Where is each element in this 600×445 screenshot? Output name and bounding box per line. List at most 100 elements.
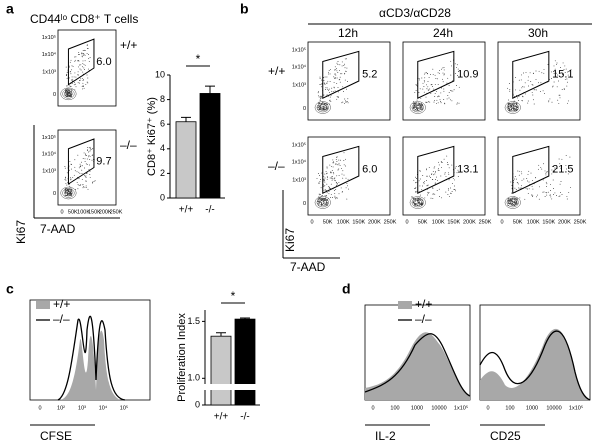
event-dot xyxy=(551,198,553,200)
event-dot xyxy=(329,96,331,98)
event-dot xyxy=(414,205,416,207)
event-dot xyxy=(511,185,513,186)
event-dot xyxy=(441,68,442,70)
event-dot xyxy=(448,85,450,86)
event-dot xyxy=(536,196,537,198)
event-dot xyxy=(422,175,424,176)
event-dot xyxy=(334,196,336,198)
event-dot xyxy=(338,168,340,170)
event-dot xyxy=(440,101,442,102)
event-dot xyxy=(554,167,556,169)
event-dot xyxy=(558,102,560,104)
event-dot xyxy=(70,168,72,170)
event-dot xyxy=(541,168,543,170)
event-dot xyxy=(79,79,81,81)
event-dot xyxy=(427,86,429,88)
event-dot xyxy=(81,53,83,55)
event-dot xyxy=(82,62,84,64)
event-dot xyxy=(532,194,534,196)
event-dot xyxy=(528,181,530,183)
event-dot xyxy=(514,107,516,109)
event-dot xyxy=(78,178,80,179)
event-dot xyxy=(434,166,436,168)
event-dot xyxy=(564,72,566,73)
event-dot xyxy=(69,91,71,93)
event-dot xyxy=(64,167,66,169)
event-dot xyxy=(531,84,533,86)
event-dot xyxy=(564,65,566,67)
event-dot xyxy=(70,193,72,195)
event-dot xyxy=(527,173,529,175)
event-dot xyxy=(344,58,346,60)
genotype-label: –/– xyxy=(120,138,137,152)
event-dot xyxy=(551,169,553,171)
event-dot xyxy=(509,201,511,203)
event-dot xyxy=(322,109,324,111)
event-dot xyxy=(82,60,84,62)
event-dot xyxy=(552,179,554,181)
event-dot xyxy=(430,93,432,95)
event-dot xyxy=(426,168,428,170)
x-axis-label: 7-AAD xyxy=(40,222,76,236)
event-dot xyxy=(437,167,439,169)
event-dot xyxy=(556,76,558,78)
event-dot xyxy=(67,192,68,194)
event-dot xyxy=(324,103,326,105)
event-dot xyxy=(548,100,550,102)
event-dot xyxy=(332,178,334,180)
event-dot xyxy=(412,107,414,109)
x-tick-label: 150K xyxy=(352,219,365,225)
event-dot xyxy=(65,93,67,95)
event-dot xyxy=(324,76,326,78)
event-dot xyxy=(415,190,417,192)
event-dot xyxy=(74,170,76,172)
flow-plot-frame xyxy=(307,41,391,121)
event-dot xyxy=(333,161,334,163)
event-dot xyxy=(515,199,517,201)
event-dot xyxy=(82,50,84,51)
event-dot xyxy=(346,67,348,69)
event-dot xyxy=(559,163,561,165)
event-dot xyxy=(334,190,336,191)
event-dot xyxy=(432,193,434,195)
event-dot xyxy=(89,150,91,152)
contour xyxy=(504,101,521,114)
event-dot xyxy=(332,197,333,198)
event-dot xyxy=(507,201,509,203)
event-dot xyxy=(426,176,428,178)
event-dot xyxy=(541,72,543,74)
event-dot xyxy=(81,56,83,58)
event-dot xyxy=(328,73,330,75)
event-dot xyxy=(561,89,563,90)
event-dot xyxy=(532,188,534,190)
event-dot xyxy=(532,196,534,197)
event-dot xyxy=(418,201,420,203)
event-dot xyxy=(415,107,417,109)
event-dot xyxy=(66,91,68,93)
event-dot xyxy=(334,77,335,79)
event-dot xyxy=(562,62,564,64)
gate xyxy=(512,145,550,194)
event-dot xyxy=(347,178,349,180)
event-dot xyxy=(86,53,88,55)
event-dot xyxy=(567,173,569,175)
event-dot xyxy=(65,179,67,181)
event-dot xyxy=(421,188,423,190)
event-dot xyxy=(319,106,321,108)
event-dot xyxy=(447,164,449,165)
event-dot xyxy=(428,166,430,168)
event-dot xyxy=(558,158,560,160)
event-dot xyxy=(514,187,516,189)
event-dot xyxy=(455,73,456,75)
event-dot xyxy=(437,84,439,86)
event-dot xyxy=(452,90,454,92)
event-dot xyxy=(527,79,529,81)
event-dot xyxy=(539,186,540,188)
flow-plot-frame xyxy=(57,29,117,107)
event-dot xyxy=(565,68,567,70)
y-tick-label: 0 xyxy=(303,106,306,112)
event-dot xyxy=(347,102,349,104)
event-dot xyxy=(339,81,341,83)
event-dot xyxy=(340,73,342,75)
contour xyxy=(62,188,75,198)
